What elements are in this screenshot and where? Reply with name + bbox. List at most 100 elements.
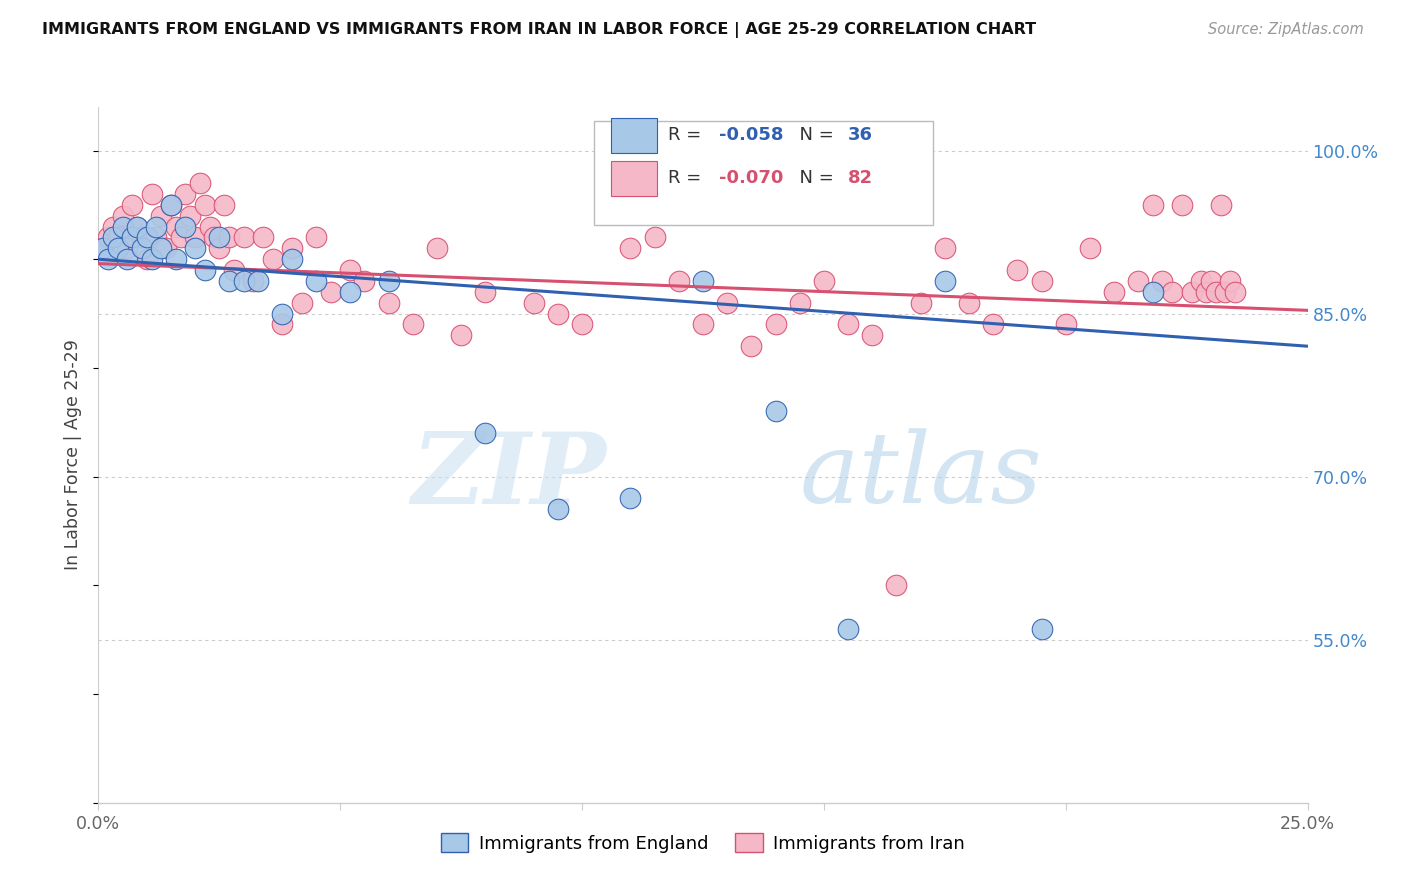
Point bbox=[860, 328, 883, 343]
Point bbox=[644, 230, 666, 244]
Point bbox=[910, 295, 932, 310]
Point bbox=[934, 274, 956, 288]
Text: Source: ZipAtlas.com: Source: ZipAtlas.com bbox=[1208, 22, 1364, 37]
Point bbox=[232, 230, 254, 244]
Point bbox=[101, 230, 124, 244]
Text: R =: R = bbox=[668, 127, 707, 145]
Point bbox=[121, 198, 143, 212]
Point bbox=[765, 404, 787, 418]
Point bbox=[127, 219, 149, 234]
Point bbox=[692, 274, 714, 288]
Point bbox=[1171, 198, 1194, 212]
Point bbox=[740, 339, 762, 353]
Point bbox=[305, 230, 328, 244]
Point bbox=[1195, 285, 1218, 299]
Point bbox=[1031, 274, 1053, 288]
Point bbox=[247, 274, 270, 288]
Point bbox=[668, 274, 690, 288]
Point bbox=[1128, 274, 1150, 288]
Point bbox=[547, 502, 569, 516]
Point bbox=[184, 241, 207, 255]
Point bbox=[160, 198, 183, 212]
Point bbox=[290, 295, 312, 310]
Point bbox=[160, 198, 183, 212]
Y-axis label: In Labor Force | Age 25-29: In Labor Force | Age 25-29 bbox=[65, 340, 83, 570]
Text: R =: R = bbox=[668, 169, 707, 187]
Point bbox=[339, 285, 361, 299]
Point bbox=[1223, 285, 1246, 299]
Point bbox=[377, 295, 399, 310]
Point bbox=[1180, 285, 1202, 299]
Point bbox=[402, 318, 425, 332]
Point bbox=[97, 252, 120, 267]
Point bbox=[319, 285, 342, 299]
Point bbox=[174, 219, 197, 234]
Point bbox=[1054, 318, 1077, 332]
Point bbox=[692, 318, 714, 332]
Point bbox=[837, 318, 859, 332]
Point bbox=[194, 263, 217, 277]
Text: N =: N = bbox=[787, 127, 839, 145]
Point bbox=[426, 241, 449, 255]
Point bbox=[150, 209, 173, 223]
Point bbox=[101, 219, 124, 234]
Point bbox=[571, 318, 593, 332]
Point bbox=[145, 230, 167, 244]
Text: ZIP: ZIP bbox=[412, 427, 606, 524]
Point bbox=[141, 252, 163, 267]
Point bbox=[1142, 198, 1164, 212]
Point bbox=[619, 491, 641, 506]
Point bbox=[208, 230, 231, 244]
Point bbox=[179, 209, 201, 223]
Point bbox=[218, 274, 240, 288]
Point bbox=[1102, 285, 1125, 299]
Point bbox=[165, 252, 187, 267]
Legend: Immigrants from England, Immigrants from Iran: Immigrants from England, Immigrants from… bbox=[433, 826, 973, 860]
FancyBboxPatch shape bbox=[612, 161, 657, 196]
Point bbox=[107, 241, 129, 255]
Point bbox=[1152, 274, 1174, 288]
Text: 36: 36 bbox=[848, 127, 873, 145]
Point bbox=[212, 198, 235, 212]
Point bbox=[619, 241, 641, 255]
Point bbox=[339, 263, 361, 277]
Point bbox=[1007, 263, 1029, 277]
Point bbox=[1031, 622, 1053, 636]
Point bbox=[117, 252, 139, 267]
Point bbox=[271, 307, 294, 321]
Point bbox=[184, 230, 207, 244]
Text: IMMIGRANTS FROM ENGLAND VS IMMIGRANTS FROM IRAN IN LABOR FORCE | AGE 25-29 CORRE: IMMIGRANTS FROM ENGLAND VS IMMIGRANTS FR… bbox=[42, 22, 1036, 38]
Point bbox=[789, 295, 811, 310]
Point bbox=[957, 295, 980, 310]
Point bbox=[450, 328, 472, 343]
Point bbox=[377, 274, 399, 288]
Point bbox=[281, 252, 304, 267]
Point bbox=[232, 274, 254, 288]
Point bbox=[281, 241, 304, 255]
Point bbox=[127, 219, 149, 234]
Point bbox=[252, 230, 274, 244]
Point bbox=[165, 219, 187, 234]
Text: -0.070: -0.070 bbox=[718, 169, 783, 187]
Text: N =: N = bbox=[787, 169, 839, 187]
Point bbox=[305, 274, 328, 288]
Point bbox=[262, 252, 284, 267]
Point bbox=[198, 219, 221, 234]
Point bbox=[1199, 274, 1222, 288]
Point bbox=[1142, 285, 1164, 299]
Point bbox=[1205, 285, 1227, 299]
Point bbox=[117, 241, 139, 255]
Point bbox=[1219, 274, 1241, 288]
Text: atlas: atlas bbox=[800, 428, 1042, 524]
FancyBboxPatch shape bbox=[595, 121, 932, 226]
Point bbox=[271, 318, 294, 332]
Point bbox=[97, 230, 120, 244]
Point bbox=[169, 230, 191, 244]
Point bbox=[155, 241, 177, 255]
Point bbox=[547, 307, 569, 321]
Point bbox=[474, 285, 496, 299]
Point bbox=[131, 230, 153, 244]
Point bbox=[1215, 285, 1237, 299]
Point bbox=[1078, 241, 1101, 255]
Point bbox=[107, 230, 129, 244]
